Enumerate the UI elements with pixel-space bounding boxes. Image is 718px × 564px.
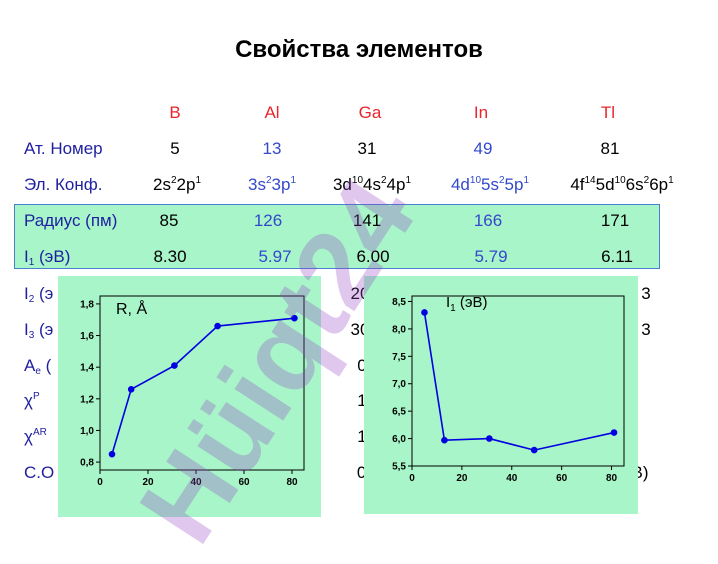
x-tick-label: 60	[238, 477, 250, 488]
config-al: 3s23p1	[247, 175, 297, 194]
config-b: 2s22p1	[152, 175, 202, 194]
i3-tl-partial: 3	[641, 320, 651, 339]
row-label-i2: I2 (э	[24, 284, 54, 305]
radius-chart-panel: 0 20 40 60 80 0,8 1,0 1,2 1,4 1,6 1,8 R, Å	[58, 276, 321, 517]
y-tick-label: 6,5	[392, 407, 406, 418]
y-tick-label: 6,0	[392, 434, 406, 445]
row-label-radius: Радиус (пм)	[24, 211, 118, 230]
config-ga: 3d104s24p1	[332, 175, 412, 194]
data-point	[486, 435, 493, 442]
data-point	[530, 446, 538, 454]
row-label-i1: I1 (эВ)	[24, 247, 71, 268]
chart-title: I1 (эВ)	[446, 294, 488, 314]
ae-ga-partial: 0	[357, 356, 367, 375]
x-tick-label: 0	[409, 473, 415, 484]
header-al: Al	[264, 103, 280, 122]
x-tick-label: 40	[190, 477, 202, 488]
i1-tl: 6.11	[601, 247, 633, 266]
x-tick-label: 0	[97, 477, 103, 488]
header-in: In	[473, 103, 489, 122]
ionization-chart-panel: 0 20 40 60 80 5,5 6,0 6,5 7,0 7,5 8,0 8,5 I1 (эВ)	[364, 276, 638, 514]
chart-title: R, Å	[116, 299, 147, 318]
row-label-chi-p: χP	[24, 391, 40, 410]
y-tick-label: 1,4	[80, 363, 94, 374]
i1-in: 5.79	[474, 247, 508, 266]
radius-al: 126	[253, 211, 283, 230]
config-in: 4d105s25p1	[450, 175, 530, 194]
x-tick-label: 20	[142, 477, 154, 488]
atomic-number-tl: 81	[600, 139, 620, 158]
radius-tl: 171	[600, 211, 630, 230]
data-point	[610, 429, 618, 436]
data-point	[171, 362, 178, 369]
config-tl: 4f145d106s26p1	[570, 175, 674, 194]
data-point	[291, 314, 298, 322]
series-line	[423, 312, 615, 451]
x-tick-label: 40	[506, 473, 518, 484]
row-label-co: C.O	[24, 463, 55, 482]
data-point	[127, 386, 135, 393]
data-point	[441, 436, 448, 444]
chi-ar-ga-partial: 1	[357, 427, 367, 446]
radius-ga: 141	[352, 211, 382, 230]
highlight-band	[14, 204, 660, 269]
data-point	[214, 322, 221, 330]
atomic-number-ga: 31	[357, 139, 377, 158]
i2-tl-partial: 3	[641, 284, 651, 303]
y-tick-label: 5,5	[392, 462, 406, 473]
y-tick-label: 1,6	[80, 331, 94, 342]
x-tick-label: 20	[456, 473, 468, 484]
y-tick-label: 8,5	[392, 297, 406, 308]
data-point	[108, 450, 116, 458]
row-label-chi-ar: χAR	[24, 427, 47, 446]
y-tick-label: 7,5	[392, 352, 406, 363]
y-tick-label: 1,2	[80, 394, 94, 405]
row-label-atomic-number: Ат. Номер	[24, 139, 103, 158]
radius-chart: 0 20 40 60 80 0,8 1,0 1,2 1,4 1,6 1,8 R, Å	[80, 295, 305, 488]
i1-al: 5.97	[258, 247, 292, 266]
atomic-number-b: 5	[170, 139, 180, 158]
plot-frame	[411, 295, 625, 467]
atomic-number-al: 13	[262, 139, 282, 158]
i1-b: 8.30	[153, 247, 187, 266]
radius-in: 166	[473, 211, 503, 230]
radius-b: 85	[159, 211, 179, 230]
y-tick-label: 1,8	[80, 299, 94, 310]
data-point	[421, 309, 428, 316]
row-label-ae: Ae (	[24, 356, 52, 377]
header-ga: Ga	[358, 103, 382, 122]
y-tick-label: 7,0	[392, 379, 406, 390]
ionization-chart: 0 20 40 60 80 5,5 6,0 6,5 7,0 7,5 8,0 8,5 I1 (эВ)	[392, 294, 625, 484]
header-tl: Tl	[600, 103, 616, 122]
row-label-i3: I3 (э	[24, 320, 54, 341]
i1-ga: 6.00	[356, 247, 390, 266]
header-b: B	[169, 103, 181, 122]
x-tick-label: 80	[286, 477, 298, 488]
y-tick-label: 1,0	[80, 426, 94, 437]
y-tick-label: 8,0	[392, 324, 406, 335]
atomic-number-in: 49	[473, 139, 493, 158]
plot-frame	[99, 295, 305, 471]
row-label-config: Эл. Конф.	[24, 175, 103, 194]
chi-p-ga-partial: 1	[357, 391, 367, 410]
x-tick-label: 60	[556, 473, 568, 484]
page-title: Свойства элементов	[235, 36, 483, 63]
y-tick-label: 0,8	[80, 458, 94, 469]
x-tick-label: 80	[606, 473, 618, 484]
